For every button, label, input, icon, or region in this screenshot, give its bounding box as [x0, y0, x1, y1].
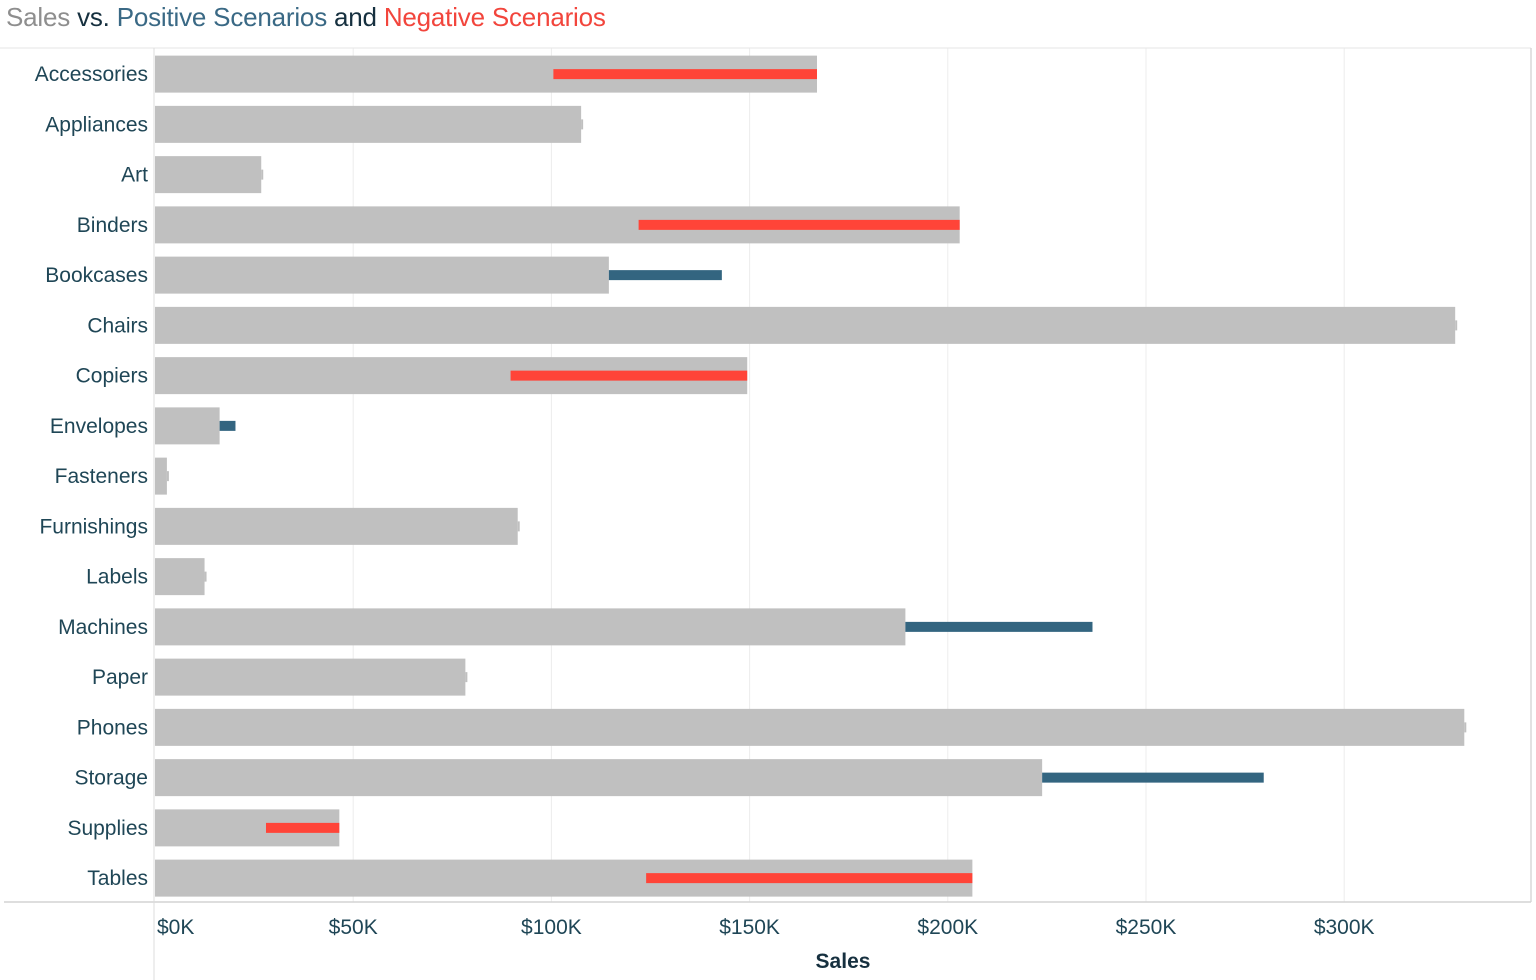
category-label: Binders — [77, 214, 148, 237]
scenario-tick — [166, 471, 169, 482]
negative-scenario-bar — [646, 873, 973, 884]
x-axis-title: Sales — [816, 950, 871, 973]
sales-bar — [155, 759, 1043, 797]
scenario-tick — [465, 672, 468, 683]
scenario-tick — [1455, 320, 1458, 331]
title-and: and — [327, 2, 384, 32]
scenario-tick — [517, 521, 520, 532]
category-label: Labels — [86, 566, 148, 589]
negative-scenario-bar — [638, 219, 960, 230]
positive-scenario-bar — [1042, 772, 1264, 783]
title-positive-scenarios: Positive Scenarios — [116, 2, 327, 32]
category-label: Tables — [87, 867, 148, 890]
sales-bar — [155, 407, 220, 445]
category-label: Storage — [74, 767, 148, 790]
category-label: Accessories — [35, 63, 148, 86]
sales-bar — [155, 507, 518, 545]
sales-bar — [155, 608, 906, 646]
x-tick-label: $50K — [329, 916, 378, 939]
sales-bar — [155, 658, 466, 696]
scenario-tick — [261, 169, 264, 180]
x-axis-ticks: $0K $50K $100K $150K $200K $250K $300K — [157, 916, 1375, 939]
category-label: Appliances — [45, 113, 148, 136]
negative-scenario-bar — [553, 69, 817, 80]
positive-scenario-bar — [219, 420, 236, 431]
scenario-bars — [166, 69, 1467, 884]
category-label: Machines — [58, 616, 148, 639]
negative-scenario-bar — [265, 822, 340, 833]
x-tick-label: $300K — [1314, 916, 1375, 939]
category-label: Art — [121, 164, 148, 187]
x-tick-label: $200K — [917, 916, 978, 939]
category-label: Fasteners — [55, 465, 148, 488]
title-vs: vs. — [70, 2, 117, 32]
category-label: Envelopes — [50, 415, 148, 438]
negative-scenario-bar — [510, 370, 748, 381]
category-label: Bookcases — [45, 264, 148, 287]
sales-bars — [155, 55, 1465, 897]
sales-bar — [155, 105, 582, 143]
positive-scenario-bar — [905, 621, 1093, 632]
sales-bar — [155, 558, 205, 596]
scenario-tick — [204, 571, 207, 582]
x-tick-label: $250K — [1116, 916, 1177, 939]
scenario-tick — [1464, 722, 1467, 733]
chart-title: Sales vs. Positive Scenarios and Negativ… — [6, 2, 606, 33]
category-label: Supplies — [67, 817, 148, 840]
sales-bar — [155, 256, 609, 294]
sales-bar — [155, 708, 1465, 746]
category-label: Paper — [92, 666, 148, 689]
category-labels: Accessories Appliances Art Binders Bookcases… — [35, 63, 148, 890]
sales-bar — [155, 457, 167, 495]
category-label: Copiers — [76, 365, 148, 388]
plot-frame — [0, 47, 1532, 980]
x-tick-label: $100K — [521, 916, 582, 939]
sales-bar — [155, 306, 1456, 344]
scenario-tick — [581, 119, 584, 130]
sales-bar — [155, 156, 262, 194]
x-tick-label: $0K — [157, 916, 194, 939]
positive-scenario-bar — [608, 270, 722, 281]
category-label: Phones — [77, 716, 148, 739]
title-negative-scenarios: Negative Scenarios — [383, 2, 606, 32]
category-label: Chairs — [87, 314, 148, 337]
category-label: Furnishings — [39, 515, 148, 538]
x-tick-label: $150K — [719, 916, 780, 939]
title-sales: Sales — [6, 2, 71, 32]
